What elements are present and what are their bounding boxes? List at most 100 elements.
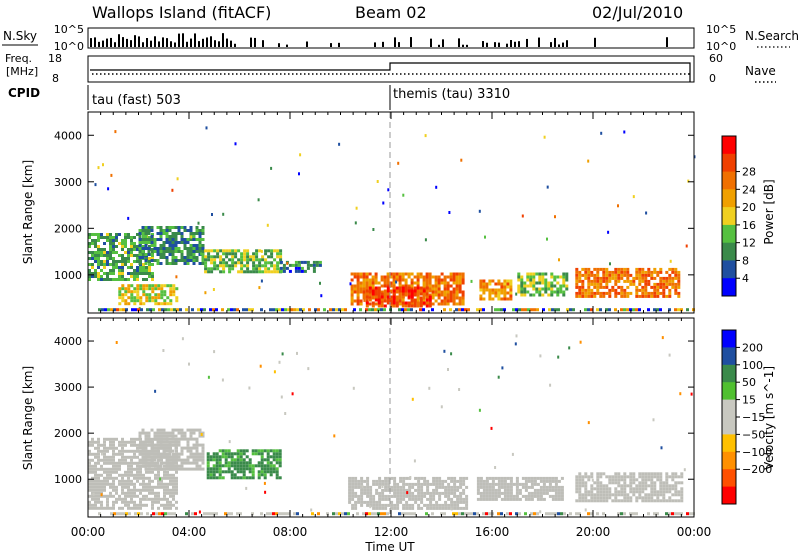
- data-cell: [395, 272, 399, 276]
- data-cell: [170, 308, 173, 312]
- noise-bar: [122, 37, 124, 47]
- data-cell: [148, 260, 151, 263]
- data-cell: [258, 264, 262, 268]
- data-cell: [378, 500, 382, 504]
- data-cell: [121, 497, 124, 501]
- data-cell: [91, 440, 94, 444]
- data-cell: [350, 293, 354, 297]
- data-cell: [453, 503, 457, 507]
- data-cell: [381, 491, 385, 495]
- data-cell: [151, 278, 154, 281]
- data-cell: [148, 479, 151, 483]
- data-cell: [195, 226, 199, 229]
- data-cell: [103, 437, 106, 441]
- data-cell: [287, 512, 290, 516]
- data-cell: [550, 275, 554, 279]
- data-cell: [677, 273, 681, 277]
- data-cell: [544, 290, 548, 294]
- data-cell: [284, 512, 287, 516]
- data-cell: [535, 281, 539, 285]
- data-cell: [515, 491, 519, 495]
- data-cell: [118, 497, 121, 501]
- data-cell: [269, 449, 273, 453]
- data-cell: [121, 257, 124, 260]
- data-cell: [476, 491, 480, 495]
- data-cell: [231, 264, 235, 268]
- data-cell: [252, 252, 256, 256]
- data-cell: [112, 278, 115, 281]
- data-cell: [677, 499, 681, 503]
- noise-right-label: N.Search: [745, 29, 799, 43]
- data-cell: [578, 484, 582, 488]
- data-cell: [428, 293, 432, 297]
- data-cell: [239, 461, 243, 465]
- data-cell: [297, 263, 301, 267]
- data-cell: [115, 461, 118, 465]
- data-cell: [539, 510, 542, 514]
- data-cell: [608, 276, 612, 280]
- data-cell: [195, 232, 199, 235]
- data-cell: [172, 479, 175, 483]
- data-cell: [596, 270, 600, 274]
- data-cell: [154, 389, 157, 393]
- data-cell: [237, 249, 241, 253]
- data-cell: [183, 244, 187, 247]
- data-cell: [153, 437, 157, 441]
- data-cell: [201, 467, 205, 471]
- data-cell: [320, 294, 323, 298]
- data-cell: [587, 282, 591, 286]
- data-cell: [121, 299, 125, 303]
- data-cell: [157, 476, 160, 480]
- data-cell: [435, 503, 439, 507]
- data-cell: [587, 478, 591, 482]
- data-cell: [550, 272, 554, 276]
- data-cell: [245, 464, 249, 468]
- data-cell: [575, 481, 579, 485]
- data-cell: [224, 452, 228, 456]
- data-cell: [452, 281, 456, 285]
- data-cell: [270, 270, 274, 274]
- noise-panel: N.Sky 10^5 10^0 10^5 10^0 N.Search: [2, 23, 799, 53]
- data-cell: [175, 506, 178, 510]
- data-cell: [144, 232, 148, 235]
- data-cell: [359, 299, 363, 303]
- data-cell: [156, 250, 160, 253]
- data-cell: [127, 266, 130, 269]
- data-cell: [151, 470, 154, 474]
- data-cell: [176, 177, 179, 181]
- data-cell: [581, 499, 585, 503]
- beam-title: Beam 02: [355, 3, 427, 22]
- data-cell: [404, 287, 408, 291]
- data-cell: [371, 284, 375, 288]
- data-cell: [386, 275, 390, 279]
- data-cell: [581, 273, 585, 277]
- data-cell: [148, 287, 152, 291]
- colorbar-tick-label: 50: [742, 376, 756, 389]
- data-cell: [402, 479, 406, 483]
- data-cell: [444, 500, 448, 504]
- data-cell: [437, 284, 441, 288]
- data-cell: [269, 455, 273, 459]
- data-cell: [124, 263, 127, 266]
- data-cell: [602, 496, 606, 500]
- data-cell: [653, 285, 657, 289]
- data-cell: [647, 512, 650, 516]
- data-cell: [171, 235, 175, 238]
- data-cell: [189, 229, 193, 232]
- x-tick-label: 08:00: [273, 525, 308, 539]
- data-cell: [153, 250, 157, 253]
- data-cell: [476, 512, 479, 516]
- data-cell: [165, 434, 169, 438]
- data-cell: [690, 392, 693, 396]
- data-cell: [560, 512, 563, 516]
- data-cell: [209, 512, 212, 516]
- data-cell: [374, 275, 378, 279]
- data-cell: [485, 285, 489, 289]
- data-cell: [156, 443, 160, 447]
- data-cell: [127, 461, 130, 465]
- data-cell: [112, 248, 115, 251]
- data-cell: [632, 478, 636, 482]
- data-cell: [176, 308, 179, 312]
- data-cell: [157, 470, 160, 474]
